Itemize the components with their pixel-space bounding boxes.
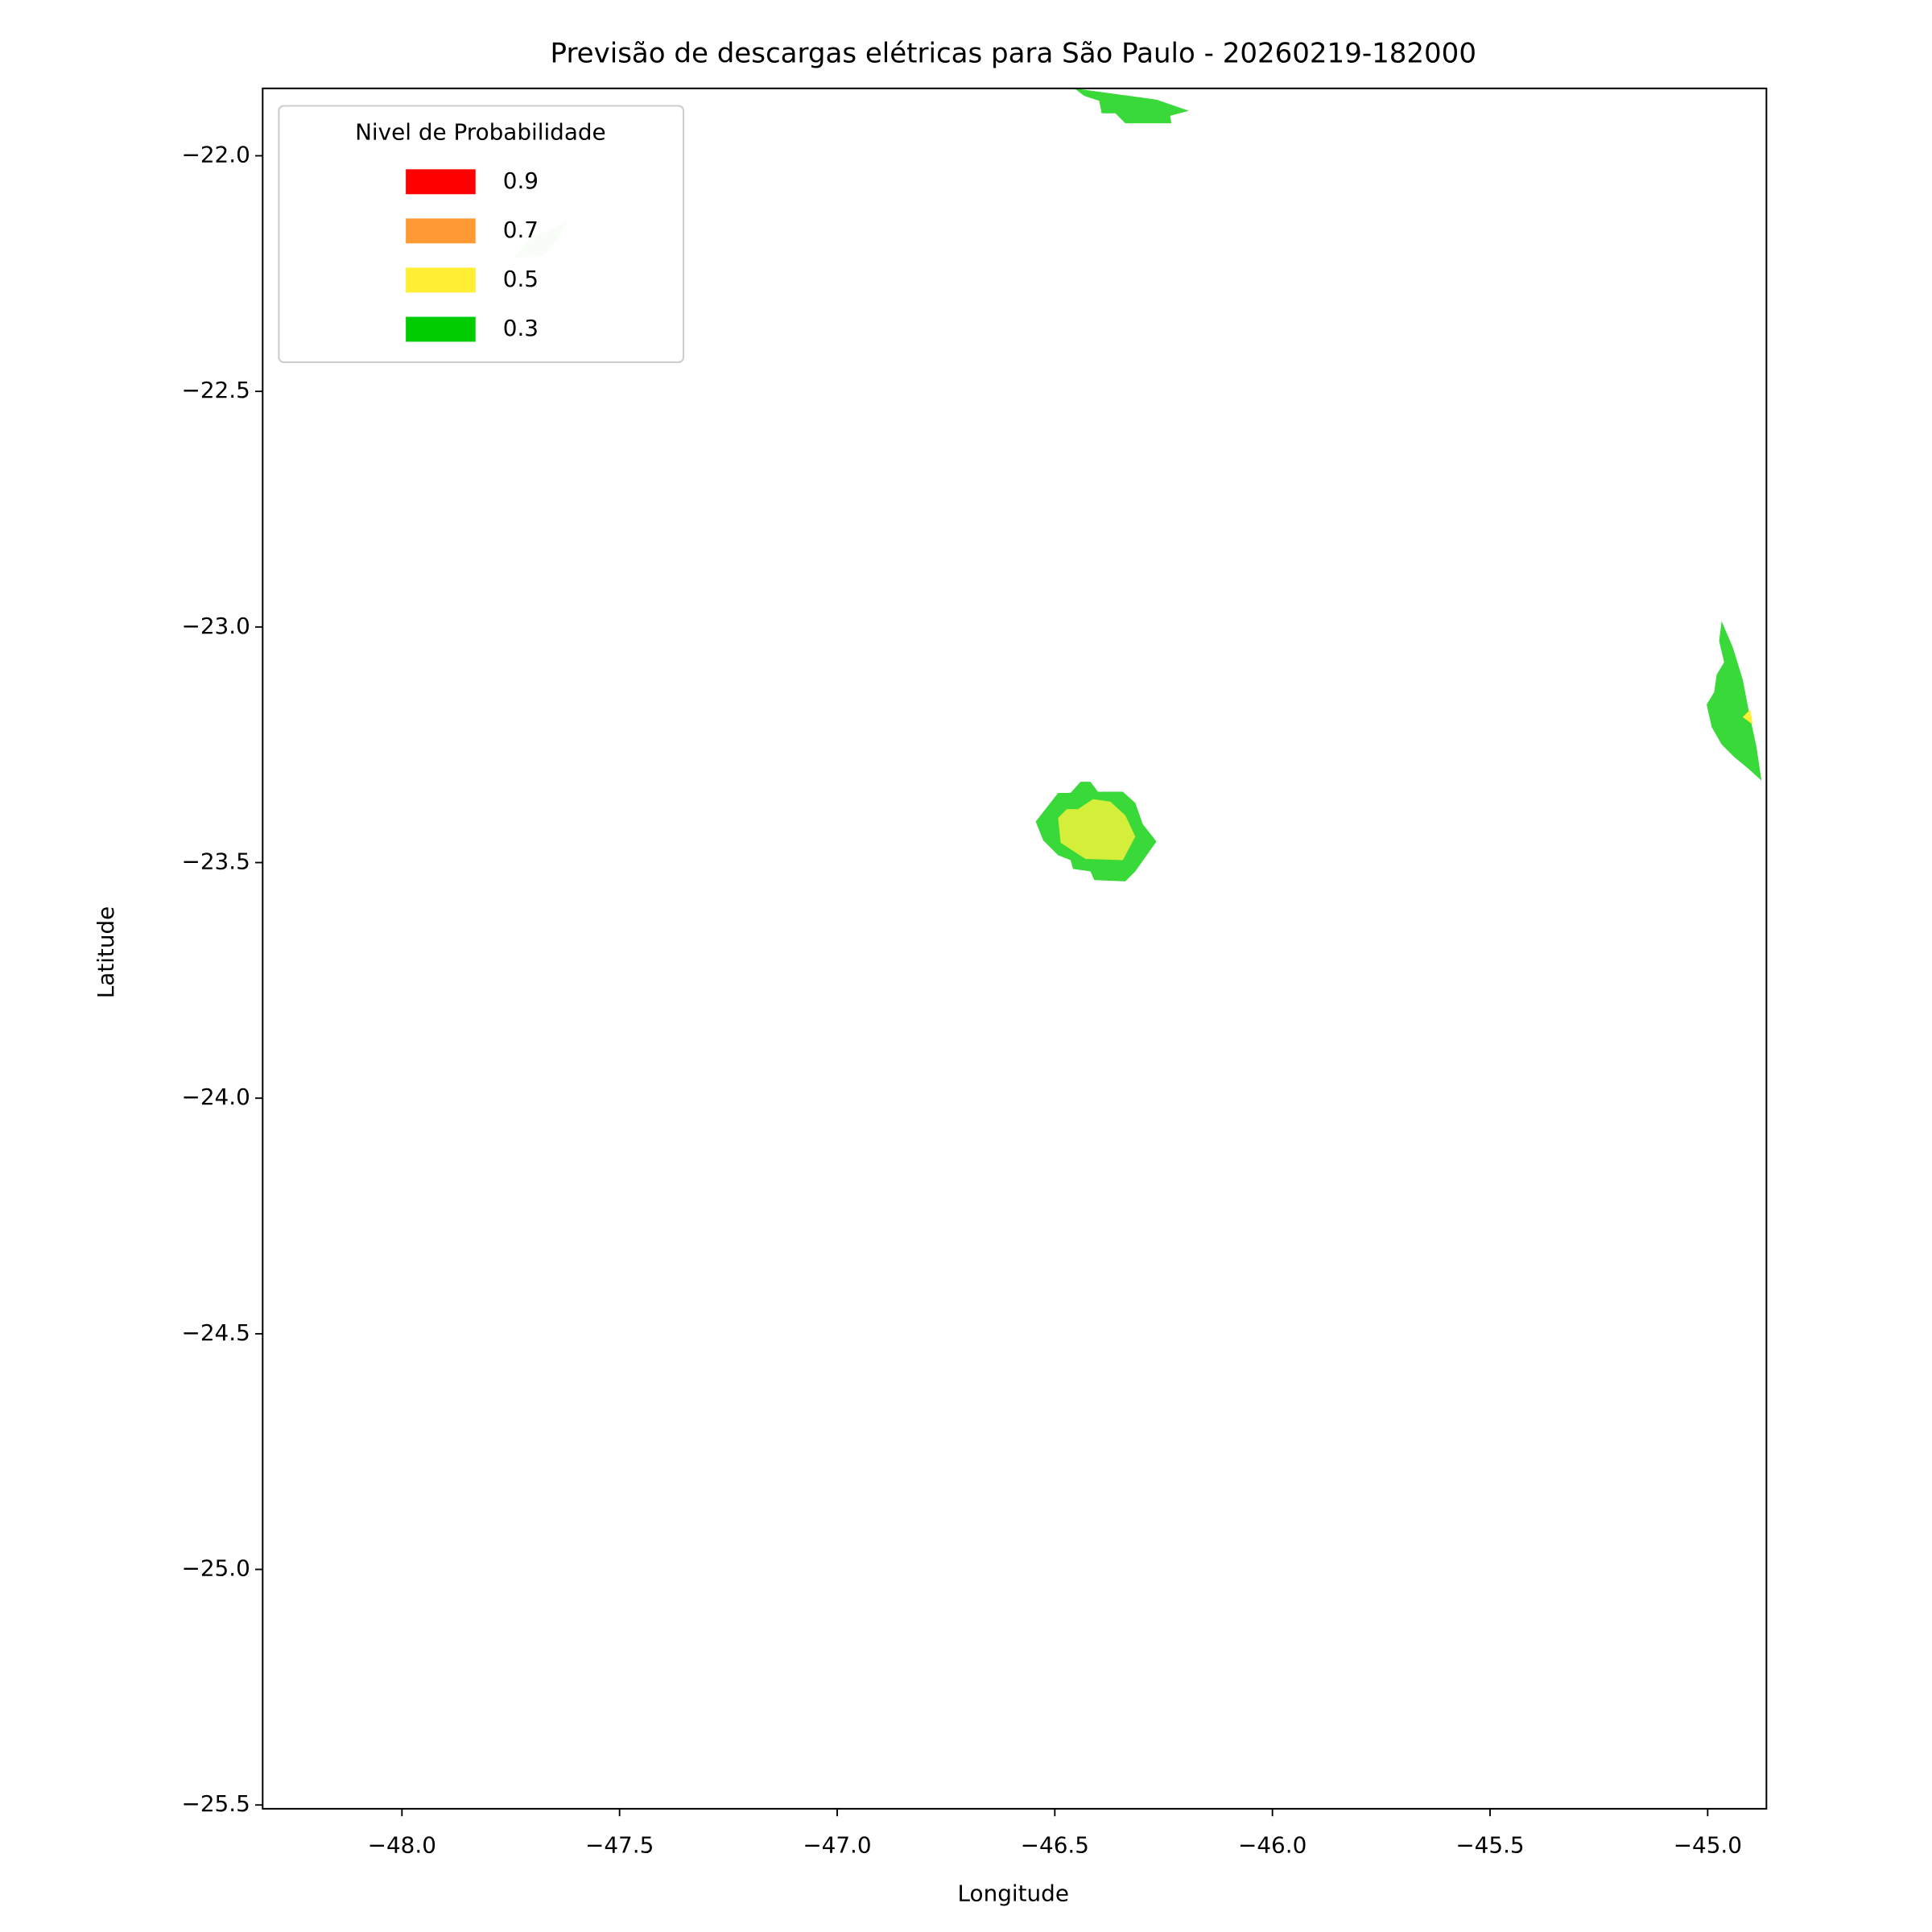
y-tick-label: −24.5	[182, 1319, 250, 1346]
x-tick-label: −47.5	[585, 1831, 654, 1858]
legend-title: Nivel de Probabilidade	[355, 118, 606, 145]
contour-region	[1074, 88, 1189, 124]
plot-frame	[262, 87, 1768, 1810]
legend-label: 0.5	[503, 266, 539, 292]
legend-swatch	[406, 267, 476, 293]
y-tick-label: −23.5	[182, 848, 250, 875]
contour-region	[1742, 709, 1753, 724]
legend-label: 0.3	[503, 315, 539, 341]
x-tick-label: −46.0	[1238, 1831, 1307, 1858]
contour-region	[1058, 799, 1136, 861]
legend-swatch	[406, 169, 476, 195]
y-tick-label: −25.0	[182, 1555, 250, 1582]
x-tick-label: −46.5	[1021, 1831, 1089, 1858]
x-tick-label: −48.0	[368, 1831, 436, 1858]
x-tick-label: −45.0	[1674, 1831, 1742, 1858]
y-tick-label: −22.5	[182, 377, 250, 403]
chart-title: Previsão de descargas elétricas para São…	[551, 38, 1476, 70]
legend-label: 0.9	[503, 167, 539, 194]
contour-region	[1707, 621, 1762, 781]
y-tick-label: −23.0	[182, 613, 250, 639]
legend: Nivel de Probabilidade 0.9 0.7 0.5 0.3	[278, 105, 684, 364]
legend-box	[278, 105, 684, 364]
x-tick-label: −47.0	[803, 1831, 871, 1858]
legend-swatch	[406, 218, 476, 244]
y-tick-label: −25.5	[182, 1790, 250, 1817]
x-tick-label: −45.5	[1455, 1831, 1524, 1858]
y-tick-label: −24.0	[182, 1084, 250, 1110]
x-axis-label: Longitude	[958, 1880, 1069, 1907]
legend-swatch	[406, 316, 476, 342]
y-axis-label: Latitude	[93, 906, 119, 999]
legend-label: 0.7	[503, 217, 539, 243]
y-tick-label: −22.0	[182, 141, 250, 167]
